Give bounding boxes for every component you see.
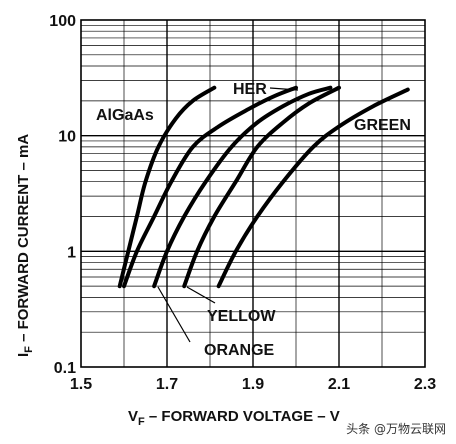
x-tick-labels: 1.5 1.7 1.9 2.1 2.3 (70, 376, 436, 393)
y-tick-labels: 0.1 1 10 100 (49, 13, 76, 377)
leader-line-her (269, 87, 299, 91)
series-line-yellow (182, 85, 341, 289)
curve-label-algaas: AlGaAs (96, 107, 154, 124)
x-axis-title: VF – FORWARD VOLTAGE – V (128, 408, 340, 428)
curve-label-orange: ORANGE (204, 342, 275, 359)
curve-label-green: GREEN (354, 117, 411, 134)
watermark: 头条 @万物云联网 (342, 419, 450, 438)
series-line-her (122, 85, 298, 289)
series-layer (117, 85, 410, 289)
y-tick-label: 1 (67, 244, 76, 261)
y-tick-label: 0.1 (54, 360, 76, 377)
series-line-green (216, 87, 410, 289)
x-tick-label: 2.1 (328, 376, 350, 393)
curve-labels: HER AlGaAs GREEN YELLOW ORANGE (96, 81, 411, 359)
x-tick-label: 1.5 (70, 376, 92, 393)
x-tick-label: 1.9 (242, 376, 264, 393)
series-line-orange (152, 85, 333, 289)
curve-label-yellow: YELLOW (207, 308, 276, 325)
plot-frame (80, 19, 426, 368)
grid-layer (81, 20, 425, 367)
leader-line-orange (157, 286, 191, 343)
x-tick-label: 1.7 (156, 376, 178, 393)
curve-label-her: HER (233, 81, 267, 98)
y-axis-title: IF – FORWARD CURRENT – mA (15, 134, 35, 357)
y-tick-label: 10 (58, 129, 76, 146)
leader-line-yellow (186, 286, 216, 304)
y-tick-label: 100 (49, 13, 76, 30)
leader-lines (157, 87, 299, 343)
x-tick-label: 2.3 (414, 376, 436, 393)
series-line-algaas (117, 85, 217, 289)
